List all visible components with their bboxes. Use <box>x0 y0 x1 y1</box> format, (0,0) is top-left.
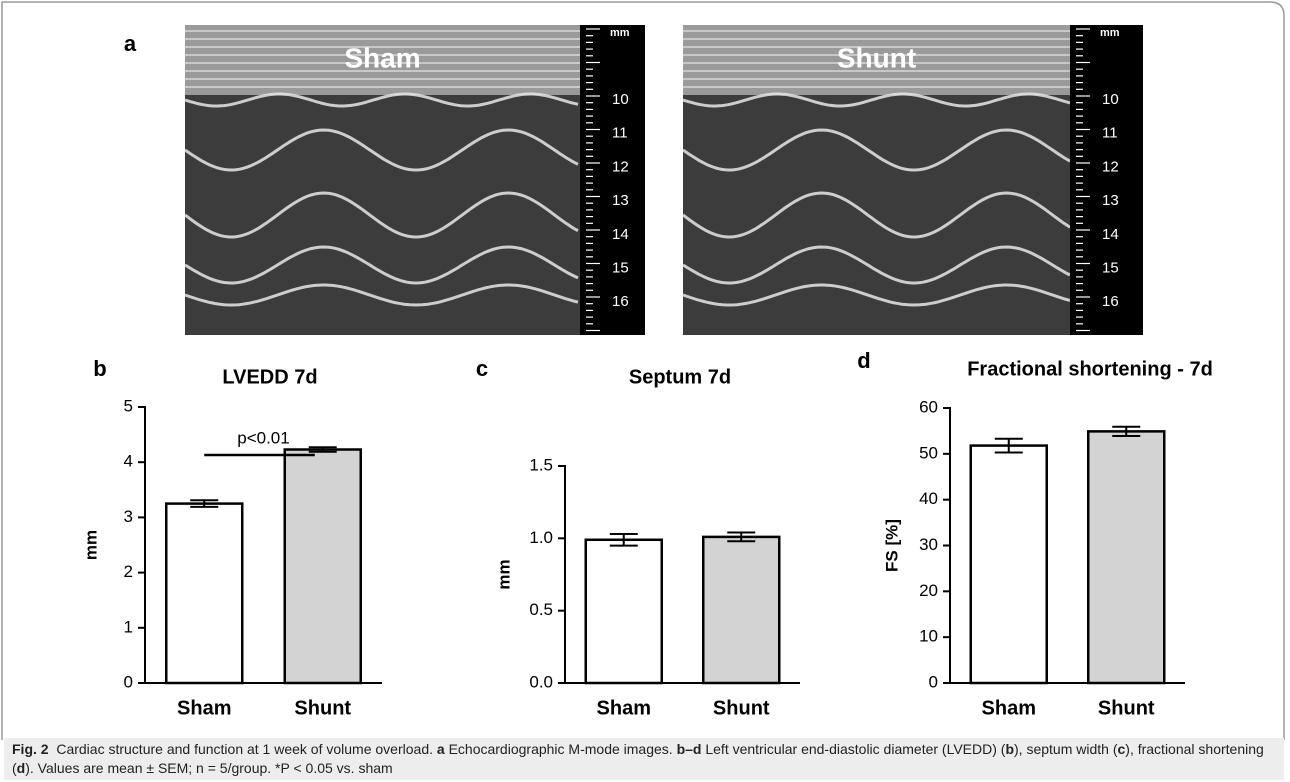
ruler-label: 12 <box>1102 158 1119 175</box>
x-tick-label: Sham <box>177 697 231 719</box>
y-tick-label: 5 <box>124 396 133 415</box>
caption: Fig. 2 Cardiac structure and function at… <box>4 738 1284 780</box>
caption-text: ). Values are mean ± SEM; n = 5/group. *… <box>25 760 392 776</box>
panel-label: b <box>93 356 106 381</box>
y-tick-label: 1 <box>124 617 133 636</box>
ruler-label: 13 <box>1102 192 1119 209</box>
bar <box>971 446 1047 683</box>
ruler <box>580 25 645 335</box>
ruler <box>1070 25 1143 335</box>
ruler-label: 16 <box>612 293 629 310</box>
bar <box>703 537 779 683</box>
y-tick-label: 0 <box>929 672 938 691</box>
y-tick-label: 0.5 <box>529 600 553 619</box>
x-tick-label: Shunt <box>713 697 770 719</box>
caption-text: Left ventricular end-diastolic diameter … <box>701 741 1005 757</box>
y-tick-label: 3 <box>124 507 133 526</box>
caption-text: Cardiac structure and function at 1 week… <box>49 741 437 757</box>
y-tick-label: 20 <box>919 581 938 600</box>
chart-title: Fractional shortening - 7d <box>967 358 1213 380</box>
x-tick-label: Shunt <box>1098 697 1155 719</box>
y-tick-label: 50 <box>919 443 938 462</box>
panel-label: c <box>476 356 488 381</box>
caption-text: Fig. 2 <box>12 741 49 757</box>
ruler-label: 10 <box>612 91 629 108</box>
bar <box>166 504 242 683</box>
annotation: p<0.01 <box>237 428 289 447</box>
ruler-label: 13 <box>612 192 629 209</box>
y-tick-label: 2 <box>124 562 133 581</box>
panel-label: a <box>124 31 137 56</box>
caption-text: Echocardiographic M-mode images. <box>445 741 677 757</box>
x-tick-label: Sham <box>982 697 1036 719</box>
caption-text: b <box>1005 741 1014 757</box>
caption-text: ), septum width ( <box>1014 741 1117 757</box>
bar <box>1088 431 1164 683</box>
ruler-label: 12 <box>612 158 629 175</box>
ruler-label: 10 <box>1102 91 1119 108</box>
chart-title: Septum 7d <box>629 366 731 388</box>
ruler-label: 16 <box>1102 293 1119 310</box>
x-tick-label: Sham <box>597 697 651 719</box>
bar <box>586 540 662 683</box>
image-label: Shunt <box>837 42 916 73</box>
y-tick-label: 4 <box>124 452 133 471</box>
image-label: Sham <box>344 42 420 73</box>
ruler-label: 15 <box>1102 259 1119 276</box>
y-tick-label: 0.0 <box>529 672 553 691</box>
y-tick-label: 0 <box>124 672 133 691</box>
ruler-label: 15 <box>612 259 629 276</box>
x-tick-label: Shunt <box>294 697 351 719</box>
y-tick-label: 1.0 <box>529 528 553 547</box>
y-tick-label: 10 <box>919 627 938 646</box>
caption-text: b–d <box>677 741 702 757</box>
figure: amm10111213141516Shammm10111213141516Shu… <box>0 0 1290 782</box>
y-tick-label: 60 <box>919 397 938 416</box>
caption-text: a <box>437 741 445 757</box>
caption-text: d <box>17 760 26 776</box>
y-axis-label: mm <box>494 559 513 589</box>
y-axis-label: FS [%] <box>882 519 901 572</box>
ruler-unit: mm <box>1100 27 1120 39</box>
y-tick-label: 1.5 <box>529 455 553 474</box>
ruler-label: 14 <box>1102 226 1119 243</box>
ruler-label: 11 <box>612 125 628 142</box>
ruler-unit: mm <box>610 27 630 39</box>
y-tick-label: 30 <box>919 535 938 554</box>
y-axis-label: mm <box>81 530 100 560</box>
y-tick-label: 40 <box>919 489 938 508</box>
bar <box>285 450 361 683</box>
ruler-label: 11 <box>1102 125 1118 142</box>
ruler-label: 14 <box>612 226 629 243</box>
panel-label: d <box>857 348 870 373</box>
chart-title: LVEDD 7d <box>222 366 317 388</box>
